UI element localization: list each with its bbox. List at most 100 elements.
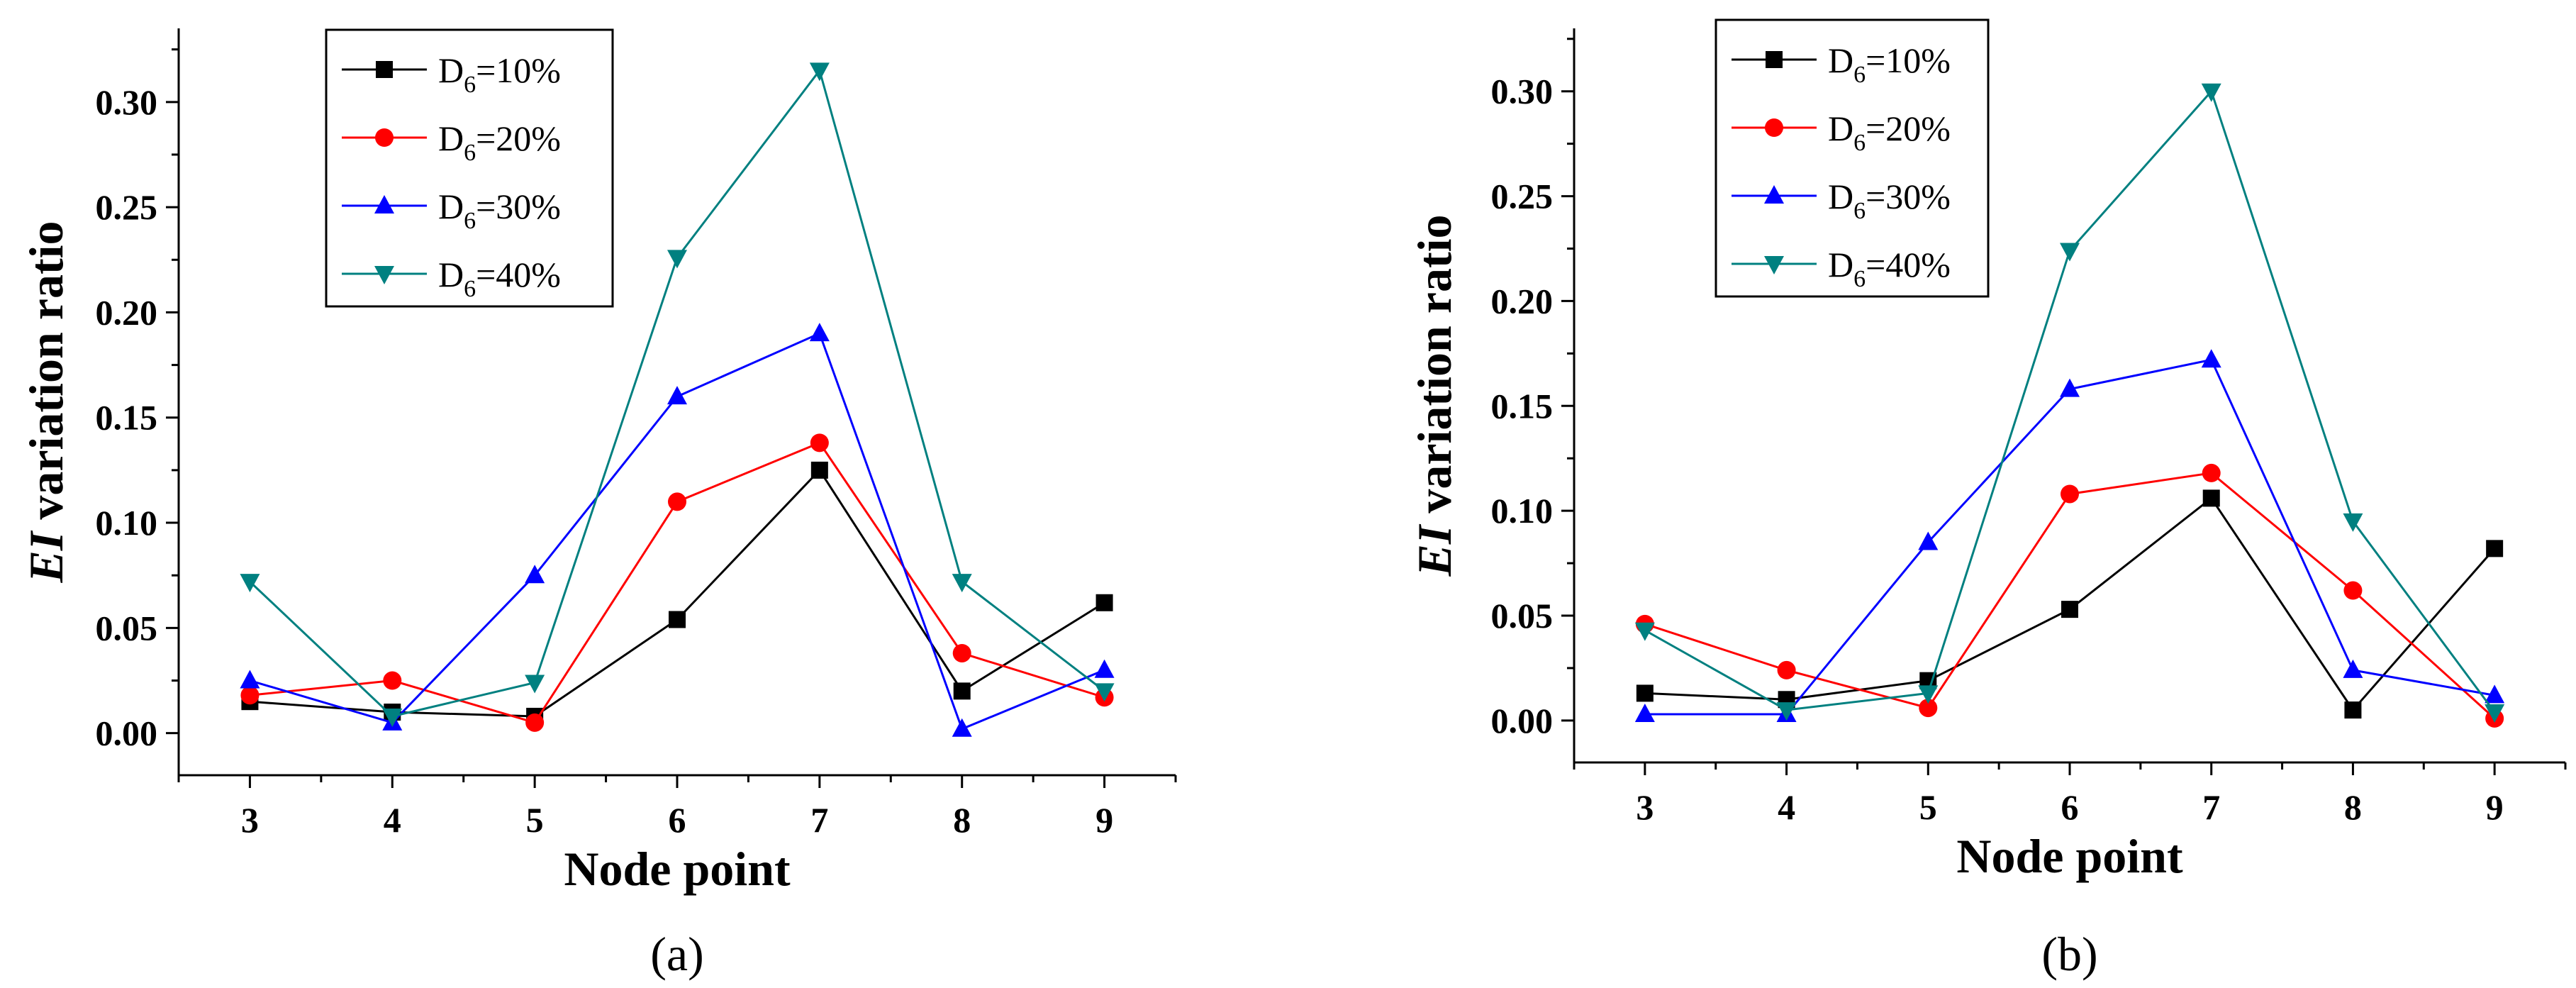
- legend-label-main: D: [438, 50, 464, 90]
- data-point: [952, 643, 971, 662]
- legend-item: D6=20%: [342, 118, 561, 166]
- series-line: [250, 441, 1105, 724]
- x-tick-label: 8: [953, 800, 971, 840]
- legend-label-subscript: 6: [1853, 62, 1866, 88]
- data-point: [525, 713, 545, 732]
- legend-label-main: D: [1828, 40, 1853, 80]
- y-tick-label: 0.15: [96, 398, 158, 438]
- data-point: [2061, 484, 2079, 504]
- y-axis-label-italic: EI: [1407, 523, 1461, 577]
- data-point: [1776, 702, 1797, 721]
- legend-label-tail: =30%: [1866, 177, 1951, 216]
- data-point: [1634, 622, 1655, 641]
- series-triangle-up: [240, 323, 1115, 737]
- data-point: [1636, 684, 1654, 702]
- legend-label-tail: =20%: [476, 118, 561, 158]
- y-axis-label-rest: variation ratio: [1407, 215, 1461, 526]
- data-point: [1094, 659, 1115, 678]
- legend-marker: [376, 61, 393, 78]
- y-axis-label-rest: variation ratio: [19, 221, 73, 532]
- data-point: [810, 433, 829, 453]
- data-point: [2485, 684, 2505, 704]
- x-tick-label: 6: [2061, 787, 2079, 827]
- data-point: [525, 565, 545, 584]
- data-point: [383, 671, 402, 690]
- data-point: [2486, 540, 2504, 557]
- data-point: [952, 718, 972, 737]
- legend-label-tail: =40%: [476, 255, 561, 294]
- legend-label-tail: =20%: [1866, 109, 1951, 148]
- data-point: [1918, 531, 1939, 550]
- legend-label-subscript: 6: [464, 276, 476, 302]
- data-point: [2060, 378, 2080, 397]
- y-tick-label: 0.30: [1491, 72, 1554, 111]
- legend-marker: [1764, 185, 1784, 204]
- chart-panel-a: 0.000.050.100.150.200.250.303 4 5 6 7 8 9D6=10…: [19, 28, 1177, 981]
- series-line: [1644, 358, 2495, 716]
- series-line: [1644, 472, 2496, 720]
- y-tick-label: 0.25: [96, 187, 158, 227]
- legend-marker: [1765, 118, 1783, 137]
- x-tick-label: 6: [669, 800, 686, 840]
- data-point: [525, 675, 545, 694]
- x-tick-label: 3: [1636, 787, 1654, 827]
- x-axis-label: Node point: [1956, 829, 2183, 883]
- data-point: [1777, 660, 1796, 679]
- x-tick-label: 5: [1919, 787, 1937, 827]
- legend-item: D6=30%: [342, 187, 561, 234]
- data-point: [809, 62, 830, 82]
- legend-label-tail: =40%: [1866, 245, 1951, 284]
- data-point: [810, 461, 828, 479]
- panel-label: (b): [2041, 927, 2097, 981]
- data-point: [2202, 489, 2220, 507]
- legend: D6=10%D6=20%D6=30%D6=40%: [325, 28, 614, 308]
- x-tick-label: 7: [2202, 787, 2220, 827]
- legend-label-subscript: 6: [464, 140, 476, 166]
- series-square: [1636, 489, 2504, 719]
- data-point: [2344, 701, 2362, 719]
- legend-label-subscript: 6: [464, 72, 476, 98]
- series-circle: [240, 433, 1114, 732]
- y-tick-label: 0.05: [96, 608, 158, 648]
- legend-label-tail: =30%: [476, 187, 561, 226]
- legend-item: D6=20%: [1732, 109, 1951, 156]
- x-axis-label: Node point: [564, 842, 791, 896]
- legend-label-subscript: 6: [1853, 198, 1866, 224]
- legend-label: D6=10%: [1828, 40, 1951, 88]
- y-tick-label: 0.20: [96, 292, 158, 332]
- legend-marker: [375, 128, 394, 147]
- data-point: [953, 682, 971, 700]
- y-axis-label: EI variation ratio: [19, 221, 73, 584]
- data-point: [2343, 581, 2363, 600]
- legend-label: D6=10%: [438, 50, 561, 98]
- legend-label: D6=40%: [438, 255, 561, 302]
- data-point: [2343, 513, 2363, 532]
- legend-item: D6=40%: [342, 255, 561, 302]
- data-point: [669, 611, 686, 628]
- y-tick-label: 0.25: [1491, 177, 1554, 216]
- y-tick-label: 0.20: [1491, 281, 1554, 321]
- chart-panel-b: 0.000.050.100.150.200.250.303 4 5 6 7 8 9D6=10…: [1407, 18, 2567, 981]
- legend-box: [325, 28, 614, 308]
- legend-item: D6=30%: [1732, 177, 1951, 224]
- x-tick-label: 3: [241, 800, 259, 840]
- legend-marker: [1764, 256, 1784, 274]
- series-triangle-up: [1634, 349, 2505, 722]
- data-point: [667, 250, 687, 269]
- x-tick-label: 8: [2344, 787, 2362, 827]
- legend-marker: [1766, 51, 1783, 68]
- y-tick-label: 0.05: [1491, 596, 1554, 635]
- x-tick-label: 7: [810, 800, 828, 840]
- data-point: [2201, 349, 2221, 368]
- data-point: [809, 323, 830, 342]
- data-point: [240, 670, 260, 689]
- legend-label: D6=30%: [438, 187, 561, 234]
- data-point: [1094, 683, 1115, 702]
- series-triangle-down: [240, 62, 1115, 727]
- data-point: [2343, 659, 2363, 678]
- data-point: [2202, 463, 2221, 482]
- data-point: [2485, 704, 2505, 723]
- data-point: [668, 492, 686, 511]
- data-point: [382, 708, 403, 727]
